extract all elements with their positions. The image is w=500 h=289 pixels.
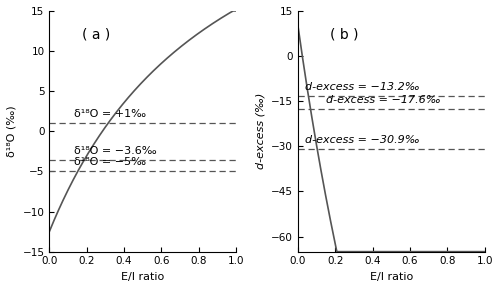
Text: δ¹⁸O = −5‰: δ¹⁸O = −5‰ [74,158,146,167]
Text: ( a ): ( a ) [82,28,110,42]
Text: d-excess = −17.6‰: d-excess = −17.6‰ [326,95,440,105]
X-axis label: E/I ratio: E/I ratio [370,272,413,282]
Text: δ¹⁸O = −3.6‰: δ¹⁸O = −3.6‰ [74,146,156,156]
Text: δ¹⁸O = +1‰: δ¹⁸O = +1‰ [74,109,146,119]
X-axis label: E/I ratio: E/I ratio [121,272,164,282]
Text: d-excess = −30.9‰: d-excess = −30.9‰ [306,135,420,144]
Y-axis label: δ¹⁸O (‰): δ¹⁸O (‰) [7,105,17,157]
Text: ( b ): ( b ) [330,28,359,42]
Text: d-excess = −13.2‰: d-excess = −13.2‰ [306,82,420,92]
Y-axis label: d-excess (‰): d-excess (‰) [256,93,266,169]
